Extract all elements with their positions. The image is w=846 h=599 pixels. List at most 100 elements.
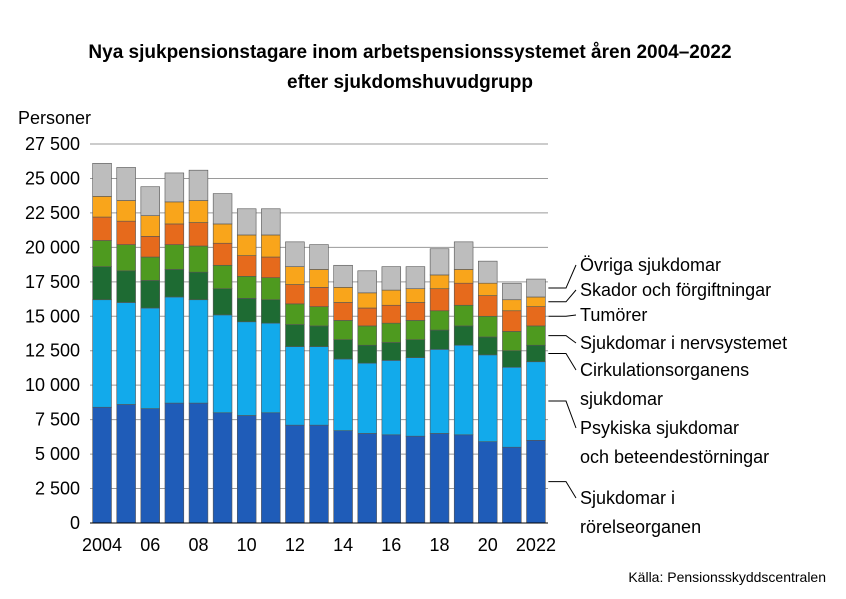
bar-segment xyxy=(478,282,498,296)
bar-segment xyxy=(188,169,209,201)
bar-segment xyxy=(502,446,522,524)
legend-label: sjukdomar xyxy=(580,389,663,409)
legend-label: rörelseorganen xyxy=(580,517,701,537)
legend-label: Skador och förgiftningar xyxy=(580,280,771,300)
x-tick-label: 14 xyxy=(333,535,353,555)
bar-segment xyxy=(164,201,185,225)
bar-segment xyxy=(453,241,474,270)
bar-segment xyxy=(261,234,281,258)
legend-leader-line xyxy=(548,289,577,303)
legend-leader-line xyxy=(548,400,577,429)
bar-segment xyxy=(309,244,329,270)
bar-segment xyxy=(478,336,498,356)
bar-stack-2018 xyxy=(429,248,450,524)
legend-leader-line xyxy=(548,264,577,289)
bar-segment xyxy=(381,304,402,324)
y-tick-label: 2 500 xyxy=(35,479,80,499)
bar-segment xyxy=(188,299,209,404)
bar-segment xyxy=(285,241,305,267)
bar-stack-2005 xyxy=(116,167,136,524)
bar-segment xyxy=(381,360,402,436)
x-tick-label: 16 xyxy=(381,535,401,555)
bar-segment xyxy=(309,346,329,426)
bar-segment xyxy=(236,321,257,416)
bar-stack-2004 xyxy=(92,162,112,524)
y-tick-label: 5 000 xyxy=(35,444,80,464)
bar-segment xyxy=(478,354,498,442)
bar-segment xyxy=(261,299,281,324)
bar-segment xyxy=(116,200,136,222)
bar-segment xyxy=(261,256,281,278)
y-tick-label: 22 500 xyxy=(25,203,80,223)
bar-segment xyxy=(92,406,112,524)
bar-segment xyxy=(526,344,546,363)
bar-segment xyxy=(212,264,233,290)
bar-segment xyxy=(116,220,136,245)
bar-segment xyxy=(429,329,450,350)
bar-stack-2017 xyxy=(405,266,426,524)
y-tick-label: 7 500 xyxy=(35,410,80,430)
bar-segment xyxy=(285,303,305,325)
bar-segment xyxy=(478,315,498,338)
bar-segment xyxy=(333,320,353,341)
legend-label: Psykiska sjukdomar xyxy=(580,418,739,438)
bar-segment xyxy=(526,361,546,441)
bar-segment xyxy=(453,325,474,346)
x-tick-label: 20 xyxy=(478,535,498,555)
bar-segment xyxy=(309,287,329,307)
bar-segment xyxy=(285,346,305,426)
bar-segment xyxy=(236,415,257,524)
bar-stack-2009 xyxy=(212,193,233,524)
x-tick-label: 08 xyxy=(188,535,208,555)
bar-segment xyxy=(333,287,353,303)
bar-segment xyxy=(309,269,329,288)
y-tick-label: 10 000 xyxy=(25,375,80,395)
legend-label: och beteendestörningar xyxy=(580,447,769,467)
bar-segment xyxy=(478,441,498,524)
bar-segment xyxy=(188,271,209,301)
bar-segment xyxy=(453,434,474,524)
bar-segment xyxy=(140,256,160,281)
bar-segment xyxy=(502,331,522,352)
bar-segment xyxy=(333,302,353,321)
bar-segment xyxy=(381,266,402,291)
bar-segment xyxy=(261,322,281,414)
bar-segment xyxy=(357,433,377,524)
bar-segment xyxy=(116,404,136,524)
bar-segment xyxy=(164,402,185,524)
bar-segment xyxy=(478,260,498,284)
bar-segment xyxy=(405,266,426,290)
bar-segment xyxy=(502,310,522,332)
bar-segment xyxy=(309,306,329,327)
bar-segment xyxy=(140,307,160,409)
legend-leader-line xyxy=(548,352,577,371)
bar-segment xyxy=(92,196,112,218)
y-tick-label: 15 000 xyxy=(25,306,80,326)
bar-segment xyxy=(140,215,160,237)
bar-segment xyxy=(236,208,257,236)
legend-leader-line xyxy=(548,335,577,344)
bar-segment xyxy=(526,325,546,346)
bar-stack-2016 xyxy=(381,266,402,524)
bar-segment xyxy=(405,302,426,321)
y-tick-label: 0 xyxy=(70,513,80,533)
bar-segment xyxy=(357,270,377,294)
bar-segment xyxy=(92,299,112,408)
bar-stack-2015 xyxy=(357,270,377,524)
source-note: Källa: Pensionsskyddscentralen xyxy=(628,569,826,585)
bar-segment xyxy=(261,412,281,524)
bar-segment xyxy=(212,314,233,414)
bar-stack-2006 xyxy=(140,186,160,524)
bar-segment xyxy=(164,296,185,404)
bar-segment xyxy=(212,288,233,316)
bar-segment xyxy=(309,325,329,347)
legend-label: Övriga sjukdomar xyxy=(580,255,721,275)
bar-stack-2007 xyxy=(164,172,185,524)
x-tick-label: 12 xyxy=(285,535,305,555)
bar-segment xyxy=(92,266,112,301)
chart-title-line-2: efter sjukdomshuvudgrupp xyxy=(287,72,533,93)
bar-stack-2021 xyxy=(502,282,522,524)
bar-segment xyxy=(116,167,136,201)
bar-segment xyxy=(381,434,402,524)
